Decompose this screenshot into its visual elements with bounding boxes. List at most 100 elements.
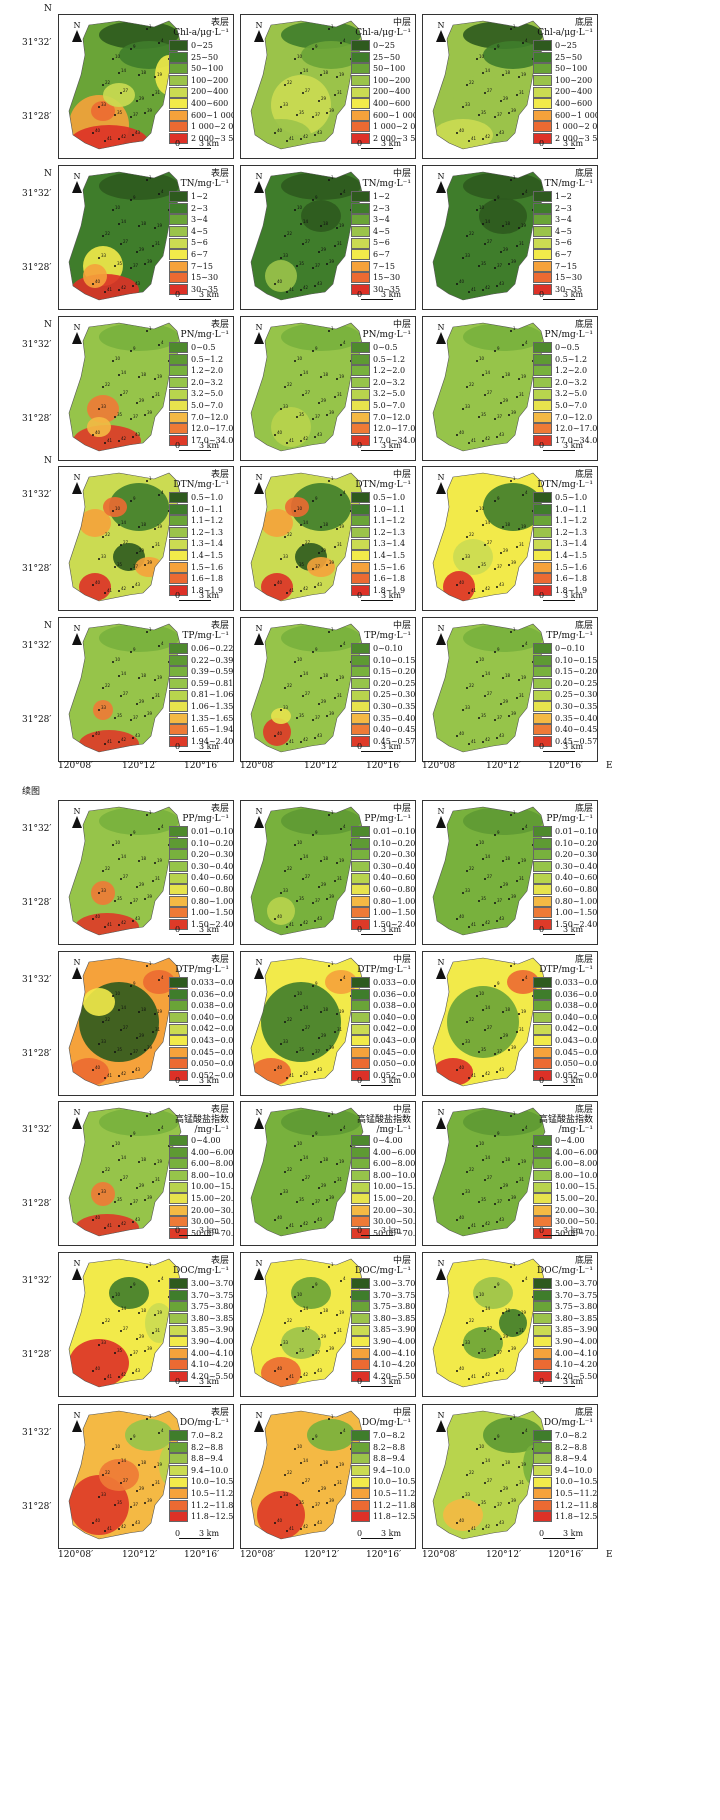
sampling-site [328,330,330,332]
longitude-label: 120°12′ [122,761,158,771]
site-label: 29 [139,699,145,704]
concentration-zone [261,509,293,537]
legend-swatch [533,1023,552,1035]
sampling-site [468,743,470,745]
sampling-site [522,193,524,195]
lake-outline [68,20,182,150]
legend-swatch [169,1146,188,1158]
site-label: 10 [479,1141,485,1146]
scale-bar [543,1386,575,1387]
sampling-site [274,918,276,920]
legend: 7.0~8.2 8.2~8.8 8.8~9.4 9.4~10.0 10.0~10.5 10… [533,1430,597,1523]
sampling-site [284,386,286,388]
scale-zero: 0 [539,591,545,600]
sampling-site [328,1418,330,1420]
legend-label: 0.045~0.050 [373,1047,416,1057]
sampling-site [118,1075,120,1077]
sampling-site [154,862,156,864]
site-label: 35 [117,1197,123,1202]
legend-label: 0.10~0.20 [555,838,598,848]
concentration-zone [69,125,149,149]
north-arrow-icon: N [251,323,267,344]
sampling-site [508,715,510,717]
sampling-site [144,263,146,265]
sampling-site [286,743,288,745]
sampling-site [92,1069,94,1071]
site-label: 22 [105,683,111,688]
longitude-label: 120°08′ [422,761,458,771]
sampling-site [502,526,504,528]
sampling-site [494,651,496,653]
site-label: 33 [101,404,107,409]
site-label: 10 [115,205,121,210]
site-label: 39 [147,259,153,264]
site-label: 19 [339,374,345,379]
legend-label: 25~50 [555,52,583,62]
sampling-site [502,376,504,378]
site-label: 22 [105,1318,111,1323]
sampling-site [522,494,524,496]
parameter-label: Chl-a/μg·L⁻¹ [173,28,229,38]
legend-item: 7.0~12.0 [533,411,597,424]
sampling-site [102,84,104,86]
legend-label: 0.038~0.040 [191,1001,234,1011]
legend-item: 0~4.00 [351,1135,415,1147]
legend-swatch [169,550,188,562]
sampling-site [130,568,132,570]
site-label: 37 [497,112,503,117]
site-label: 1 [331,326,334,331]
site-label: 19 [521,1462,527,1467]
legend-item: 4~5 [351,226,400,238]
legend-label: 0.01~0.10 [191,827,234,836]
site-label: 37 [315,564,321,569]
site-label: 43 [135,130,141,135]
layer-label: 表层 [210,169,229,179]
site-label: 39 [147,1498,153,1503]
legend-swatch [533,492,552,504]
legend-label: 0.40~0.60 [555,873,598,883]
panel-title: 中层 DOC/mg·L⁻¹ [355,1256,411,1276]
legend-label: 7.0~8.2 [191,1431,224,1440]
legend-swatch [351,1193,370,1205]
sampling-site [154,76,156,78]
legend-swatch [533,1204,552,1216]
legend-swatch [351,260,370,272]
legend-swatch [533,226,552,238]
north-arrow-icon: N [69,172,85,193]
legend-label: 0.10~0.15 [373,655,416,665]
site-label: 40 [459,1215,465,1220]
site-label: 33 [465,404,471,409]
site-label: 43 [317,281,323,286]
sampling-site [102,386,104,388]
site-label: 19 [521,72,527,77]
north-arrow-icon: N [69,807,85,828]
site-label: 37 [133,263,139,268]
legend-label: 1.6~1.8 [191,574,224,584]
layer-label: 表层 [210,320,229,330]
sampling-site [112,995,114,997]
site-label: 43 [317,1368,323,1373]
sampling-site [334,396,336,398]
north-arrow-icon: N [69,1108,85,1129]
legend-swatch [533,272,552,284]
concentration-zone [83,264,107,288]
parameter-unit: /mg·L⁻¹ [558,1125,593,1135]
sampling-site [466,84,468,86]
site-label: 18 [141,1157,147,1162]
layer-label: 底层 [574,320,593,330]
legend-item: 1.5~1.6 [169,561,223,574]
legend-swatch [169,861,188,873]
north-arrow-icon: N [251,1259,267,1280]
sampling-site [482,675,484,677]
legend-item: 1.8~1.9 [533,585,587,597]
sampling-site [468,1077,470,1079]
north-label: N [437,1411,445,1420]
sampling-site [516,1031,518,1033]
legend-label: 4.00~4.10 [555,1348,598,1358]
legend-item: 400~600 [533,98,597,110]
legend-swatch [533,919,552,931]
legend-label: 0.30~0.40 [373,861,416,871]
legend-label: 0.30~0.40 [555,861,598,871]
north-arrow-glyph [436,482,446,494]
site-label: 10 [115,1141,121,1146]
